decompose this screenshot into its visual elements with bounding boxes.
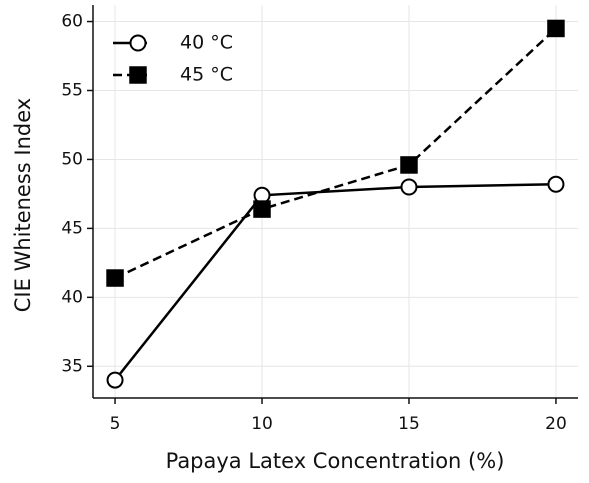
y-tick-label: 45	[61, 218, 83, 238]
legend-text: 40 °C	[180, 32, 233, 54]
series-line	[114, 183, 556, 381]
y-tick-label: 60	[61, 12, 83, 32]
marker	[547, 19, 565, 38]
y-tick-label: 50	[61, 149, 83, 169]
y-tick-label: 35	[61, 356, 83, 376]
x-tick-label: 5	[110, 414, 121, 434]
y-axis-label: CIE Whiteness Index	[11, 98, 35, 312]
marker	[547, 175, 565, 193]
marker	[400, 156, 418, 174]
marker	[106, 269, 124, 287]
series-line	[114, 27, 557, 280]
y-tick-label: 55	[61, 80, 83, 100]
marker	[106, 371, 124, 389]
x-tick-label: 20	[545, 414, 567, 434]
x-tick-label: 15	[398, 414, 420, 434]
x-axis-label: Papaya Latex Concentration (%)	[166, 449, 505, 473]
marker	[253, 200, 271, 218]
legend-text: 45 °C	[180, 64, 233, 86]
y-tick-label: 40	[61, 287, 83, 307]
legend-marker	[129, 34, 147, 52]
x-tick-label: 10	[251, 414, 273, 434]
legend-marker	[129, 66, 147, 84]
marker	[400, 178, 418, 196]
